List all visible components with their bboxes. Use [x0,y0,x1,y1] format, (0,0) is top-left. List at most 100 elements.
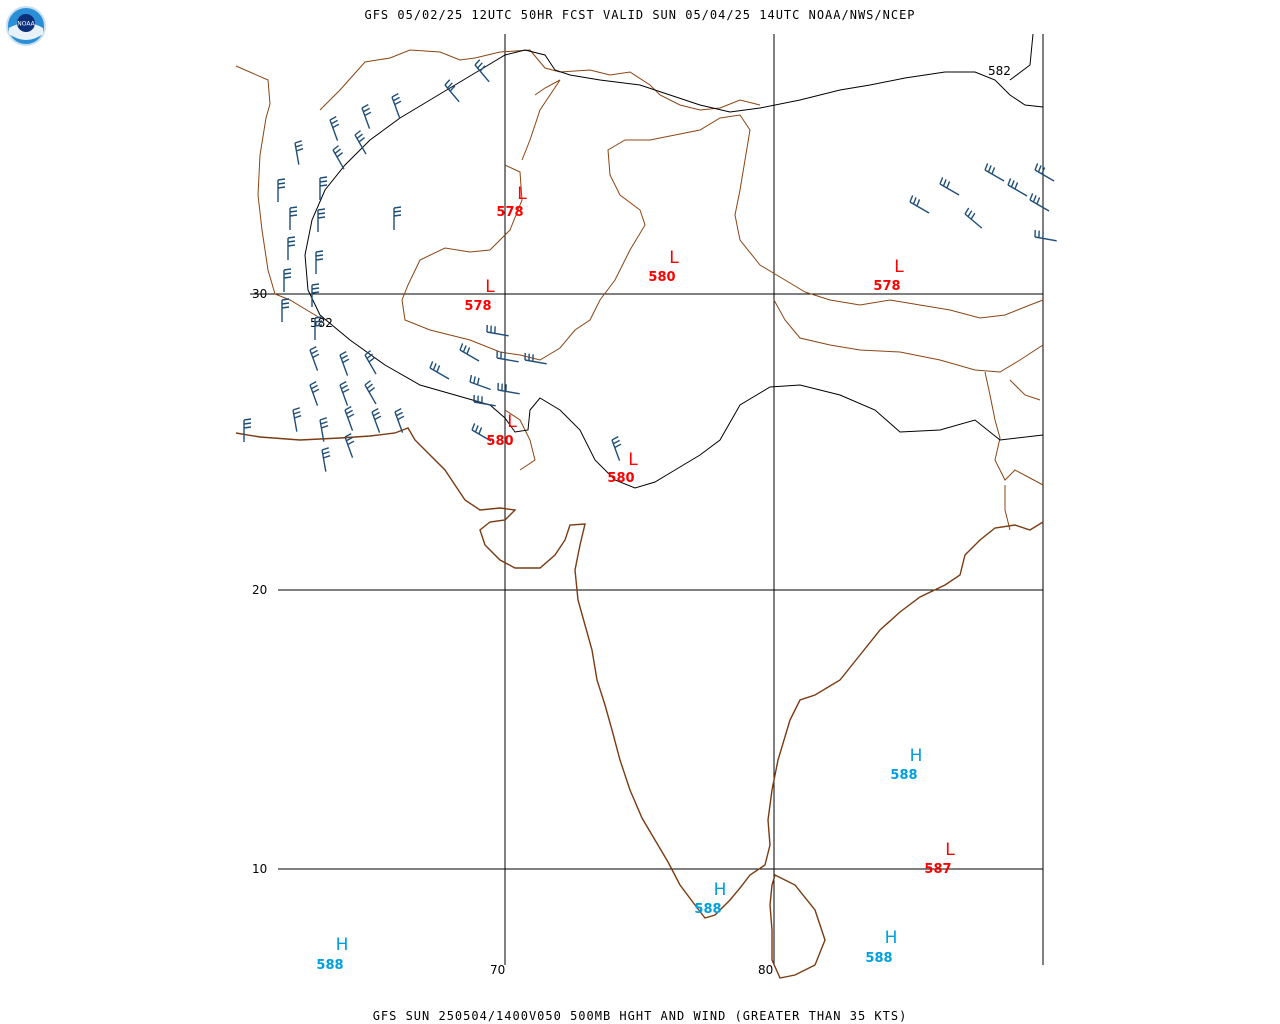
wind-barb [319,417,329,442]
pressure-center-symbol: H [910,746,923,766]
pressure-center-value: 588 [865,951,892,966]
pressure-center-value: 578 [873,279,900,294]
wind-barb [292,407,302,432]
wind-barb [1034,163,1055,182]
height-contour-582 [304,33,1044,489]
wind-barb [311,283,320,307]
lat-label-20: 20 [252,583,267,597]
wind-barb [321,447,331,472]
wind-barb [393,206,402,230]
pressure-center-symbol: L [628,450,638,470]
wind-barb [497,382,520,395]
pressure-center-value: 580 [486,434,513,449]
wind-barb [391,93,402,118]
pressure-centers: L578L578L580L578L580L580H588L587H588H588… [316,184,955,973]
wind-barb [471,423,492,442]
wind-barb [277,178,286,202]
wind-barb [243,418,252,442]
lat-lon-grid [250,34,1044,965]
country-borders [235,49,1044,531]
wind-barb [361,104,372,129]
map-title: GFS 05/02/25 12UTC 50HR FCST VALID SUN 0… [364,8,916,22]
wind-barb [281,298,290,322]
noaa-logo-text: NOAA [17,21,35,28]
map-footer: GFS SUN 250504/1400V050 500MB HGHT AND W… [372,1009,908,1023]
pressure-center-symbol: L [945,840,955,860]
pressure-center-symbol: L [517,184,527,204]
pressure-center-value: 578 [464,299,491,314]
pressure-center-symbol: L [669,248,679,268]
wind-barb [344,406,355,431]
lat-label-10: 10 [252,862,267,876]
wind-barb [309,346,320,371]
wind-barb [984,163,1005,182]
high-pressure-center: H 588 [316,935,348,973]
wind-barb [909,195,930,214]
wind-barb [332,145,345,170]
wind-barb [394,408,405,433]
wind-barb [486,324,509,337]
wind-barb [474,59,490,83]
wind-barb [524,352,547,365]
wind-barb [315,250,324,274]
pressure-center-symbol: H [714,880,727,900]
pressure-center-symbol: L [507,412,517,432]
grid-labels: 30 20 10 70 80 [252,287,773,977]
wind-barb [429,361,450,380]
wind-barb [294,140,304,165]
wind-barb [1029,193,1050,212]
wind-barb [283,268,292,292]
high-pressure-center: H 588 [694,880,726,917]
wind-barb [329,116,340,141]
wind-barbs [243,59,1057,472]
wind-barb [1034,229,1057,242]
low-pressure-center: L 587 [924,840,955,877]
high-pressure-center: H 588 [890,746,922,783]
high-pressure-center: H 588 [865,928,897,966]
pressure-center-symbol: L [894,257,904,277]
noaa-logo-icon: NOAA [6,6,46,46]
pressure-center-symbol: H [885,928,898,948]
lat-label-30: 30 [252,287,267,301]
wind-barb [459,343,480,362]
coastline [235,427,1044,979]
pressure-center-value: 578 [496,205,523,220]
contour-labels: 582 582 [310,64,1011,330]
wind-barb [444,79,460,103]
wind-barb [339,381,350,406]
wind-barb [364,380,377,405]
low-pressure-center: L 580 [486,412,517,449]
wind-barb [314,316,323,340]
pressure-center-symbol: H [336,935,349,955]
pressure-center-value: 588 [890,768,917,783]
pressure-center-value: 580 [648,270,675,285]
low-pressure-center: L 580 [648,248,679,285]
wind-barb [496,350,519,363]
wind-barb [339,351,350,376]
lon-label-80: 80 [758,963,773,977]
wind-barb [317,208,326,232]
pressure-center-value: 588 [316,958,343,973]
wind-barb [371,408,382,433]
wind-barb [319,176,328,200]
contour-label: 582 [988,64,1011,78]
wind-barb [289,206,298,230]
pressure-center-value: 587 [924,862,951,877]
contour-label: 582 [310,316,333,330]
wind-barb [611,436,622,461]
lon-label-70: 70 [490,963,505,977]
low-pressure-center: L 578 [873,257,904,294]
wind-barb [469,374,491,391]
wind-barb [939,177,960,196]
wind-barb [344,433,355,458]
wind-barb [309,381,320,406]
pressure-center-value: 580 [607,471,634,486]
pressure-center-value: 588 [694,902,721,917]
wind-barb [473,394,496,407]
wind-barb [287,236,296,260]
wind-barb [1007,178,1028,197]
